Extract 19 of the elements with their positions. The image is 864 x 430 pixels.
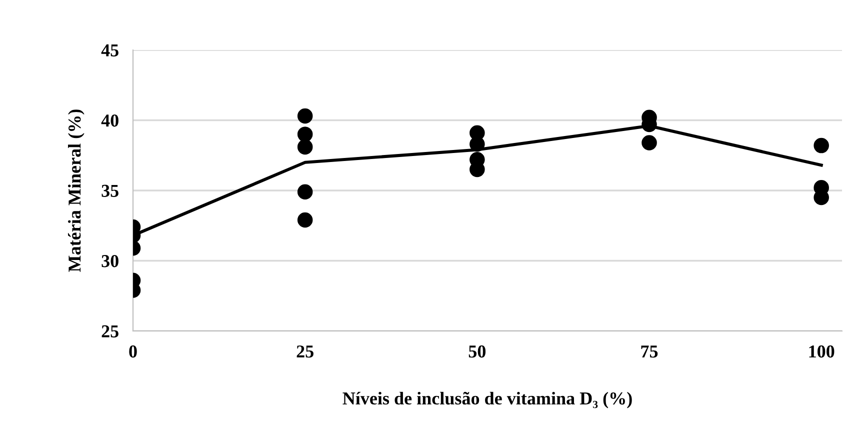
x-tick-label: 75 (641, 346, 658, 358)
y-tick-label: 40 (101, 114, 118, 127)
point (297, 184, 313, 200)
point (297, 126, 313, 142)
point (297, 108, 313, 124)
x-tick-label: 100 (809, 345, 834, 358)
y-axis-title: Matéria Mineral (%) (68, 110, 84, 272)
x-tick-label: 50 (468, 345, 486, 358)
y-tick-label: 35 (102, 184, 118, 197)
point (297, 212, 313, 228)
y-tick-label: 30 (102, 255, 118, 268)
point (814, 138, 829, 154)
x-tick-label: 25 (296, 345, 314, 358)
x-axis-title: Níveis de inclusão de vitamina D₃ (%) (342, 392, 632, 408)
y-tick-label: 25 (102, 325, 118, 338)
x-tick-label: 0 (129, 345, 137, 358)
y-tick-label: 45 (101, 44, 118, 56)
point (297, 139, 313, 155)
point (642, 135, 657, 150)
